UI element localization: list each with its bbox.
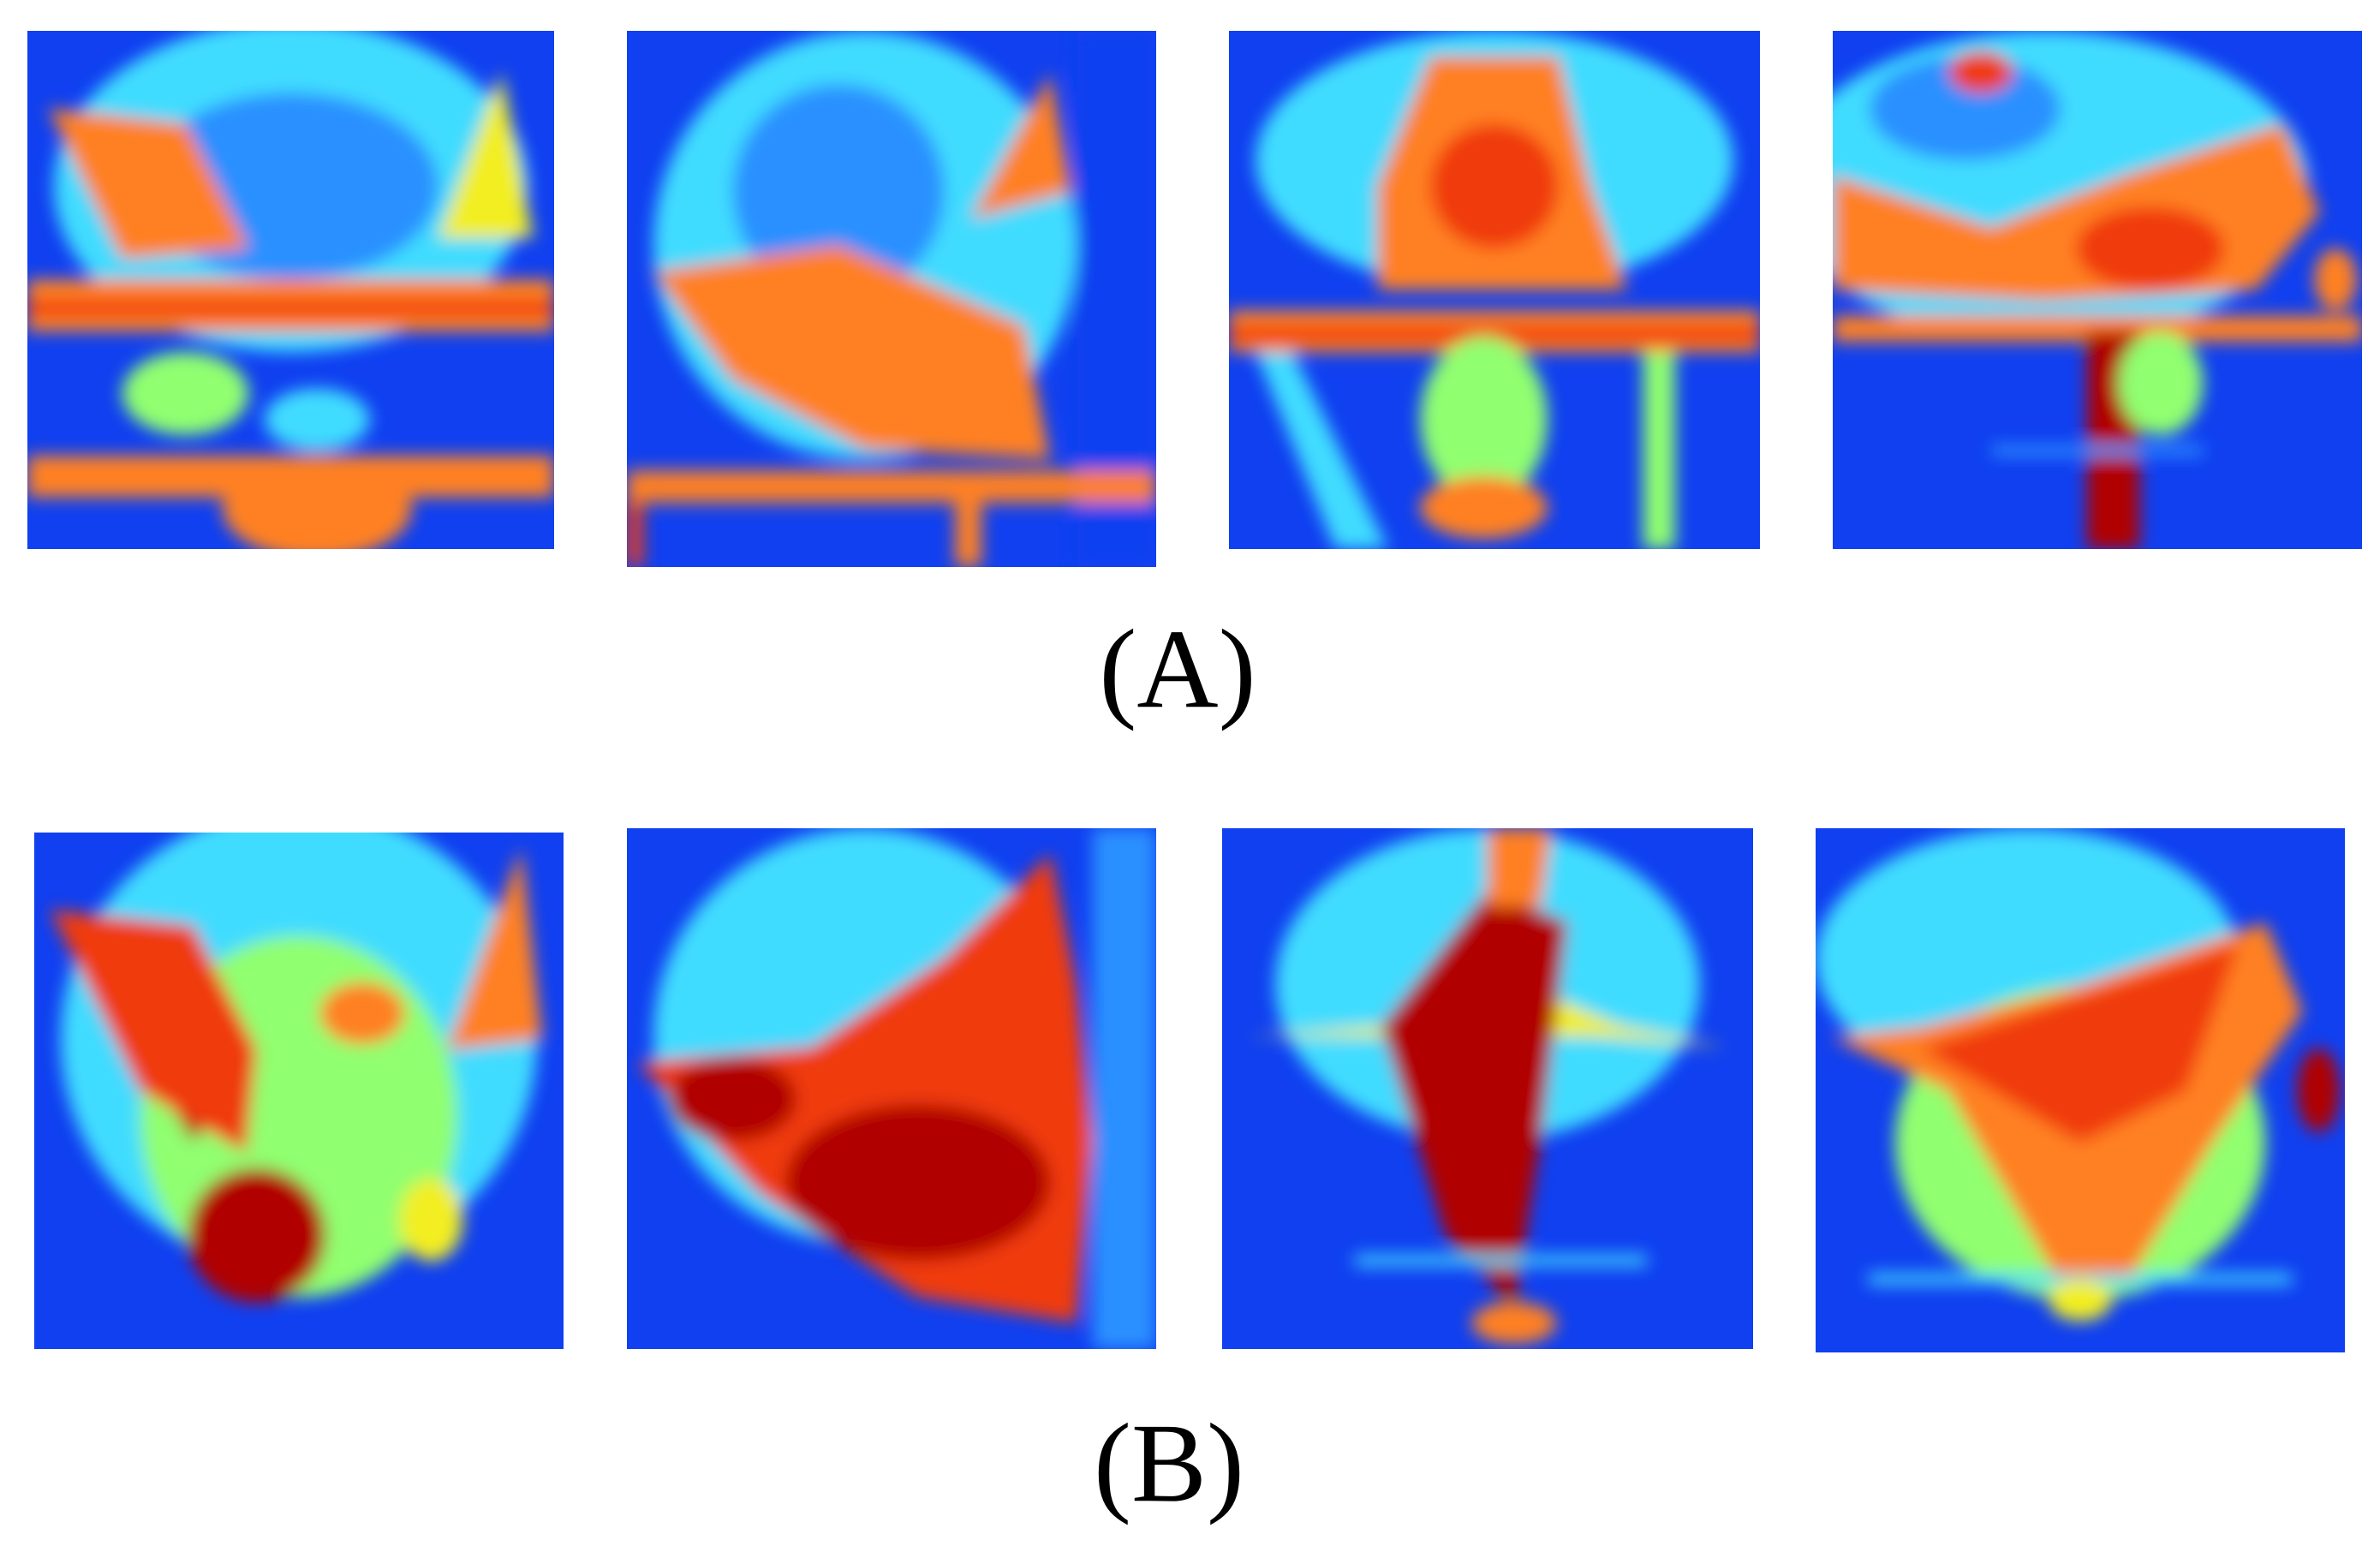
heat-region <box>264 388 370 451</box>
heat-region <box>1420 336 1548 503</box>
heat-region <box>1381 890 1567 1308</box>
heat-region <box>1870 57 2061 161</box>
heatmap-image <box>27 31 554 549</box>
heat-region <box>50 910 257 1153</box>
heat-region <box>447 848 543 1050</box>
heat-region <box>1430 123 1559 249</box>
heatmap-regions <box>637 828 1156 1349</box>
heat-region <box>2118 331 2204 435</box>
heatmap-image <box>627 828 1156 1349</box>
heatmap-regions <box>1229 31 1760 549</box>
heat-region <box>48 108 249 260</box>
heatmap-regions <box>1249 828 1727 1344</box>
heat-region <box>1948 51 2013 93</box>
heat-region <box>1092 828 1156 1349</box>
heat-region <box>27 300 554 316</box>
heatmap-image <box>1222 828 1753 1349</box>
heat-region <box>319 982 405 1045</box>
heat-region <box>970 74 1072 219</box>
heat-region <box>399 1179 463 1262</box>
heat-region <box>1868 1274 2293 1285</box>
heat-region <box>2297 1048 2340 1132</box>
heatmap-regions <box>1833 31 2362 549</box>
heat-region <box>1991 445 2204 457</box>
heat-region <box>1229 325 1760 342</box>
heat-region <box>1420 476 1548 539</box>
heat-region <box>2314 248 2357 311</box>
heat-region <box>955 502 982 567</box>
heat-region <box>122 352 249 435</box>
panel-label: (A) <box>1099 606 1256 731</box>
heat-region <box>669 1057 796 1141</box>
heat-region <box>1643 352 1675 549</box>
heat-region <box>1355 1255 1647 1266</box>
heatmap-image <box>1833 31 2362 549</box>
heatmap-image <box>34 833 564 1349</box>
heat-region <box>1921 943 2240 1143</box>
heatmap-image <box>627 31 1156 567</box>
heat-region <box>2048 1279 2113 1322</box>
heat-region <box>1488 828 1552 907</box>
heatmap-image <box>1816 828 2345 1352</box>
heat-region <box>785 1104 1051 1261</box>
heatmap-regions <box>1816 828 2340 1322</box>
heat-region <box>188 1167 325 1303</box>
heatmap-image <box>1229 31 1760 549</box>
heat-region <box>653 245 1051 460</box>
heatmap-regions <box>50 833 543 1303</box>
heat-region <box>222 456 412 549</box>
heat-region <box>627 502 643 567</box>
heatmap-regions <box>627 31 1156 567</box>
row-a <box>27 31 2362 567</box>
heat-region <box>1256 352 1388 549</box>
heat-region <box>1471 1302 1557 1344</box>
row-b <box>34 828 2345 1352</box>
heat-region <box>627 470 1156 503</box>
heat-region <box>732 84 945 299</box>
heatmap-regions <box>27 31 554 549</box>
panel-label: (B) <box>1094 1400 1244 1525</box>
heat-region <box>2076 206 2225 290</box>
